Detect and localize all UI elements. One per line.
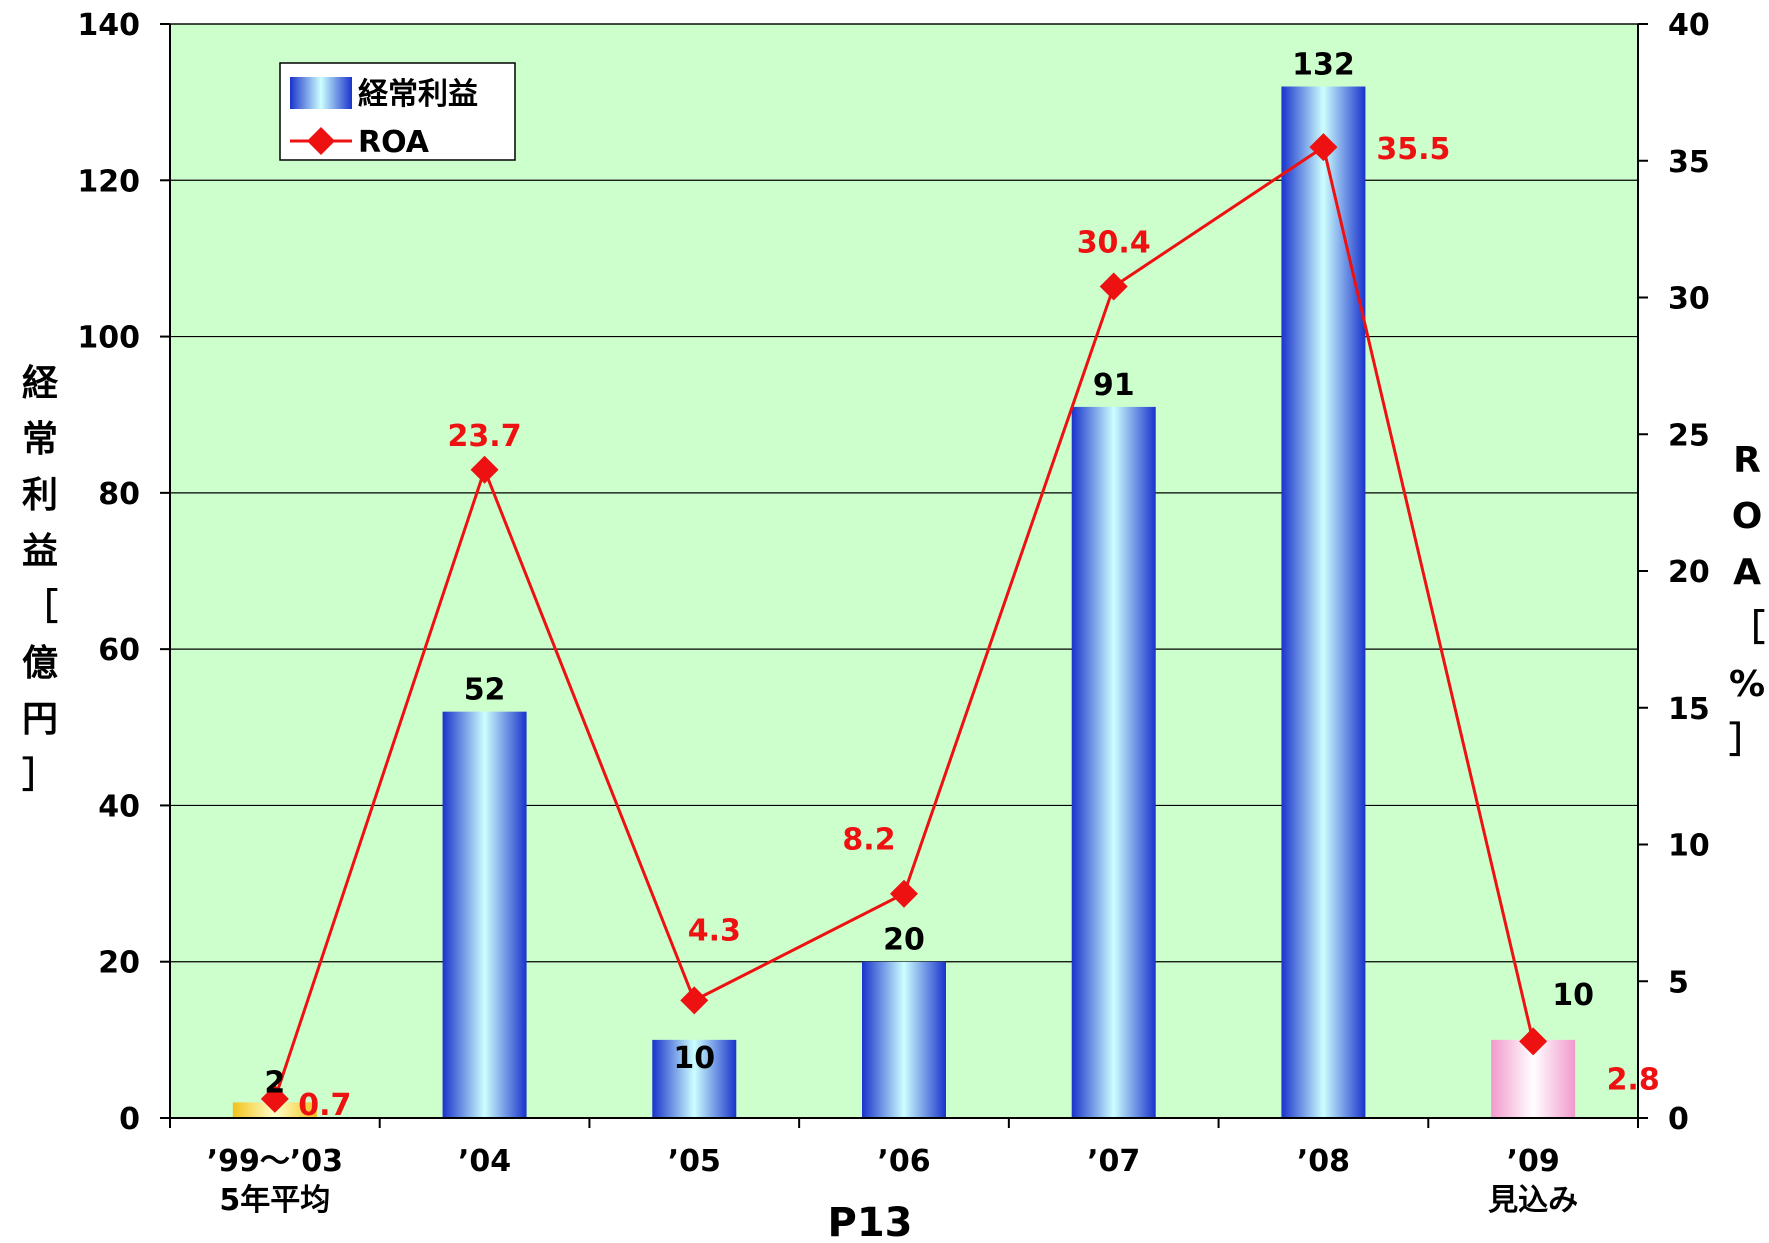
left-tick-label: 40 [98, 789, 140, 824]
left-axis-title-char: 円 [22, 699, 58, 740]
right-axis-title-char: A [1733, 552, 1761, 593]
left-tick-label: 20 [98, 946, 140, 981]
right-axis-title-char: % [1729, 664, 1765, 705]
bar-value-label: 132 [1292, 48, 1355, 83]
right-tick-label: 0 [1668, 1102, 1689, 1137]
roa-marker [890, 879, 918, 908]
left-axis-title-char: 益 [22, 531, 58, 572]
roa-value-label: 0.7 [298, 1088, 351, 1123]
bar-value-label: 52 [464, 673, 506, 708]
roa-marker [470, 455, 499, 484]
bar [1281, 86, 1366, 1118]
bar [442, 711, 527, 1118]
bar-value-label: 10 [1552, 978, 1594, 1013]
bar-value-label: 2 [264, 1065, 285, 1100]
left-axis-title-char: 億 [22, 643, 58, 684]
right-tick-label: 5 [1668, 965, 1689, 1000]
category-label: ’04 [458, 1144, 511, 1179]
roa-marker [680, 986, 709, 1015]
right-tick-label: 40 [1668, 8, 1710, 43]
axes: 0 20 40 60 80 100 120 140 0 5 10 15 20 25 30 35 40 ’99〜’0… [22, 8, 1765, 1218]
category-label: ’08 [1297, 1144, 1350, 1179]
chart-caption: P13 [828, 1200, 913, 1243]
category-sublabel: 5年平均 [219, 1183, 330, 1218]
left-tick-label: 100 [77, 321, 140, 356]
right-axis-title-char: O [1732, 496, 1763, 537]
category-label: ’09 [1507, 1144, 1560, 1179]
bar [652, 1039, 737, 1118]
right-axis-title-char: ［ [1729, 608, 1765, 649]
category-label: ’06 [877, 1144, 930, 1179]
legend: 経常利益 ROA [279, 62, 516, 161]
roa-value-label: 2.8 [1607, 1062, 1660, 1097]
left-axis-title-char: ］ [22, 755, 58, 796]
category-label: ’99〜’03 [207, 1144, 343, 1179]
plot-area [170, 24, 1638, 1118]
bar [1071, 406, 1156, 1118]
left-tick-label: 120 [77, 164, 140, 199]
roa-value-label: 23.7 [448, 419, 522, 454]
legend-bar-label: 経常利益 [358, 77, 478, 112]
left-tick-label: 80 [98, 477, 140, 512]
left-axis-title-char: 経 [22, 363, 59, 404]
legend-diamond-marker [307, 127, 335, 155]
right-tick-label: 30 [1668, 282, 1710, 317]
left-tick-label: 60 [98, 633, 140, 668]
right-tick-label: 35 [1668, 145, 1710, 180]
roa-marker [1309, 133, 1338, 162]
bar [862, 961, 946, 1118]
roa-marker [1519, 1027, 1548, 1056]
bar-value-label: 91 [1093, 368, 1135, 403]
right-axis-title-char: R [1733, 440, 1761, 481]
category-label: ’05 [668, 1144, 721, 1179]
left-tick-label: 0 [119, 1102, 140, 1137]
bar-value-label: 10 [673, 1041, 715, 1076]
legend-line-label: ROA [358, 125, 430, 160]
category-label: ’07 [1087, 1144, 1140, 1179]
roa-value-label: 30.4 [1077, 226, 1151, 261]
category-sublabel: 見込み [1488, 1183, 1578, 1218]
roa-series [260, 133, 1548, 1113]
right-axis-title-char: ］ [1729, 720, 1765, 761]
data-labels: 2 52 10 20 91 132 10 0.7 23.7 4.3 8.2 30.4 35.5 2.8 [264, 48, 1659, 1123]
left-axis-title-char: ［ [22, 587, 58, 628]
right-tick-label: 15 [1668, 692, 1710, 727]
legend-bar-swatch [290, 77, 352, 109]
roa-marker [260, 1084, 289, 1113]
right-tick-label: 10 [1668, 829, 1710, 864]
right-tick-label: 20 [1668, 555, 1710, 590]
roa-value-label: 4.3 [688, 913, 741, 948]
bar-value-label: 20 [883, 923, 925, 958]
left-axis-title-char: 常 [22, 419, 58, 460]
roa-value-label: 35.5 [1376, 132, 1450, 167]
bar-series [232, 86, 1576, 1118]
left-tick-label: 140 [77, 8, 140, 43]
roa-value-label: 8.2 [842, 823, 895, 858]
roa-marker [1099, 272, 1128, 301]
left-axis-title-char: 利 [22, 475, 58, 516]
right-tick-label: 25 [1668, 418, 1710, 453]
